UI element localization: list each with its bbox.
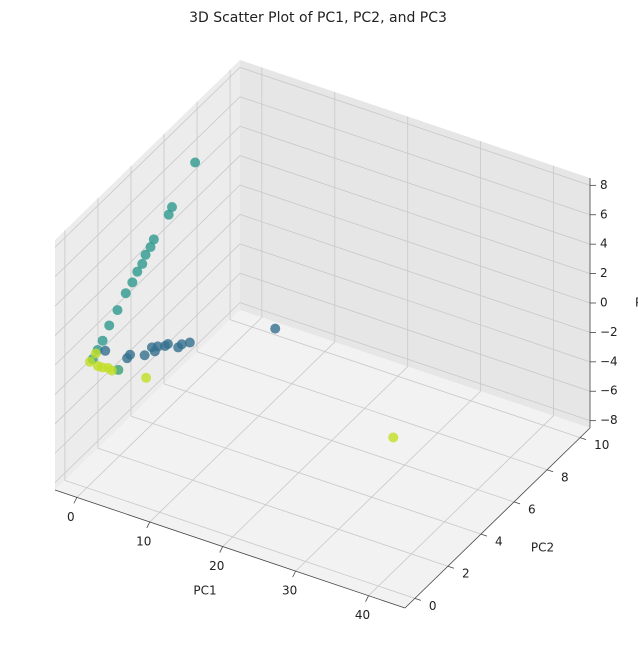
data-point <box>106 365 117 376</box>
data-point <box>176 339 187 350</box>
z-tick-label: −2 <box>600 325 618 339</box>
y-tick-label: 8 <box>561 470 569 484</box>
data-point <box>388 432 399 443</box>
data-point <box>90 348 101 359</box>
floor-pane <box>55 310 590 608</box>
grid-line <box>54 272 241 454</box>
grid-line <box>239 125 591 245</box>
y-axis <box>404 427 591 609</box>
grid-line <box>196 351 548 471</box>
data-point <box>139 350 150 361</box>
grid-line <box>76 317 263 498</box>
z-tick-label: −4 <box>600 354 618 368</box>
grid-line <box>295 390 481 572</box>
grid-line <box>239 302 591 422</box>
data-point <box>163 209 174 220</box>
grid-line <box>97 447 449 567</box>
y-tick-label: 2 <box>462 567 470 581</box>
tick-mark <box>579 437 587 441</box>
data-point <box>137 258 148 269</box>
data-point <box>141 372 152 383</box>
grid-line <box>54 184 241 366</box>
tick-mark <box>513 501 521 505</box>
grid-line <box>222 366 408 547</box>
data-point <box>149 346 160 357</box>
x-tick-label: 40 <box>355 608 370 622</box>
grid-line <box>163 383 515 503</box>
grid-line <box>239 155 591 274</box>
data-point <box>145 242 156 253</box>
grid-line <box>54 302 241 483</box>
data-point <box>132 266 143 277</box>
grid-line <box>54 96 241 278</box>
z-tick-label: 6 <box>600 207 608 221</box>
x-tick-label: 0 <box>67 510 75 524</box>
x-axis <box>54 489 406 609</box>
data-point <box>270 323 281 334</box>
z-tick-label: 0 <box>600 296 608 310</box>
data-point <box>184 337 195 348</box>
y-tick-label: 4 <box>495 535 503 549</box>
x-tick-label: 10 <box>136 534 151 548</box>
tick-mark <box>447 565 455 569</box>
data-point <box>97 362 108 373</box>
x-axis-label: PC1 <box>193 584 216 598</box>
grid-line <box>54 243 241 425</box>
grid-line <box>130 415 482 535</box>
grid-line <box>239 272 591 392</box>
x-tick-label: 20 <box>209 559 224 573</box>
data-point <box>120 288 131 299</box>
grid-line <box>239 66 591 186</box>
tick-mark <box>146 521 151 529</box>
tick-mark <box>73 497 78 504</box>
data-point <box>100 345 111 356</box>
z-tick-label: −6 <box>600 384 618 398</box>
grid-line <box>239 214 591 333</box>
tick-mark <box>365 595 369 602</box>
z-tick-label: 4 <box>600 237 608 251</box>
grid-line <box>229 319 581 439</box>
data-point <box>140 249 151 260</box>
tick-mark <box>292 570 296 578</box>
grid-line <box>54 125 241 307</box>
y-tick-label: 6 <box>528 502 536 516</box>
tick-mark <box>480 533 488 537</box>
grid-line <box>54 67 241 248</box>
data-point <box>166 202 177 213</box>
data-point <box>160 340 171 351</box>
grid-line <box>239 184 591 304</box>
tick-mark <box>414 597 422 601</box>
data-point <box>148 234 159 245</box>
data-point <box>127 277 138 288</box>
z-axis-label: PC3 <box>635 296 638 310</box>
z-tick-label: 2 <box>600 266 608 280</box>
grid-line <box>64 479 416 599</box>
data-point <box>125 349 136 360</box>
data-point <box>190 157 201 168</box>
x-tick-label: 30 <box>282 584 297 598</box>
y-axis-label: PC2 <box>531 541 554 555</box>
grid-line <box>149 341 336 523</box>
data-point <box>112 305 123 316</box>
y-tick-label: 0 <box>429 599 437 613</box>
z-tick-label: −8 <box>600 413 618 427</box>
data-point <box>97 335 108 346</box>
chart-title: 3D Scatter Plot of PC1, PC2, and PC3 <box>189 10 447 26</box>
z-tick-label: 8 <box>600 178 608 192</box>
data-point <box>84 356 95 367</box>
tick-mark <box>546 469 554 473</box>
data-point <box>104 320 115 331</box>
grid-line <box>239 96 591 216</box>
grid-line <box>239 243 591 363</box>
tick-mark <box>219 546 224 553</box>
y-tick-label: 10 <box>594 438 609 452</box>
grid-line <box>368 415 554 596</box>
